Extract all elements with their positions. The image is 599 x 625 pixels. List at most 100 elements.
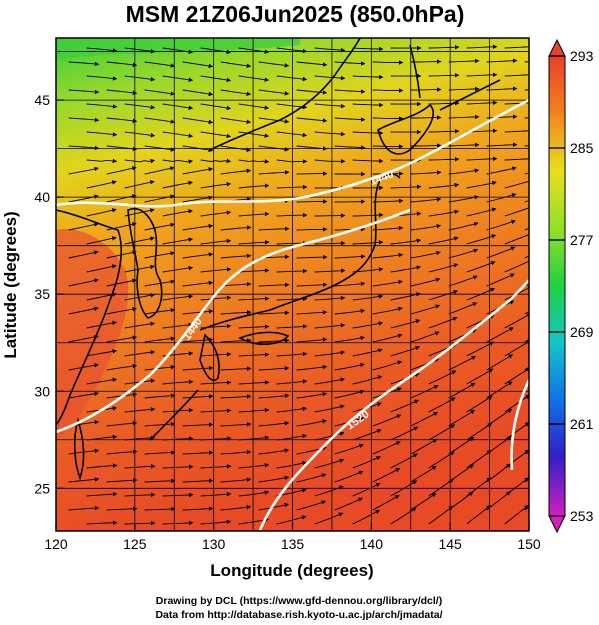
streamline	[390, 507, 417, 525]
streamline	[390, 319, 421, 329]
streamline	[276, 184, 308, 190]
streamline	[334, 389, 365, 399]
streamline	[448, 221, 479, 231]
streamline	[68, 166, 99, 175]
streamline	[68, 222, 99, 231]
streamline	[200, 408, 232, 413]
streamline	[334, 308, 366, 315]
streamline	[314, 268, 346, 273]
streamline	[410, 197, 442, 203]
streamline	[334, 335, 366, 343]
streamline	[86, 320, 117, 329]
streamline	[314, 131, 346, 137]
streamline	[428, 424, 456, 441]
coast-taiwan	[73, 417, 85, 481]
streamline	[352, 429, 382, 441]
streamline	[296, 364, 328, 371]
streamline	[144, 364, 176, 371]
streamline	[86, 434, 118, 441]
streamline	[200, 295, 232, 301]
streamline	[428, 45, 460, 50]
streamline	[200, 210, 232, 217]
colorbar-tick-label: 277	[570, 232, 594, 248]
streamline	[448, 437, 475, 455]
streamline	[314, 377, 346, 385]
streamline	[220, 477, 252, 483]
streamline	[276, 351, 308, 357]
streamline	[276, 47, 308, 54]
streamline	[466, 234, 497, 245]
streamline	[372, 116, 404, 121]
streamline	[390, 292, 421, 301]
coastlines	[56, 38, 501, 481]
y-axis-label: Latitude (degrees)	[1, 211, 20, 358]
streamline	[200, 103, 232, 111]
streamline	[466, 100, 498, 105]
colorbar-bar	[548, 55, 566, 517]
streamline	[372, 144, 404, 149]
streamline	[486, 58, 518, 63]
streamline	[162, 209, 193, 217]
streamline	[296, 391, 328, 399]
streamline	[428, 397, 456, 413]
streamline	[124, 131, 156, 138]
streamline	[504, 232, 529, 245]
streamline	[144, 478, 176, 484]
streamline	[276, 131, 308, 138]
streamline	[428, 73, 460, 78]
streamline	[124, 464, 156, 469]
streamline	[314, 75, 346, 81]
streamline	[334, 281, 366, 287]
streamline	[296, 419, 327, 427]
streamline	[200, 491, 232, 497]
streamline	[144, 89, 176, 96]
streamline	[162, 436, 194, 441]
streamline	[486, 166, 517, 175]
streamline	[200, 158, 232, 164]
streamline	[106, 222, 137, 231]
coast-kurils	[439, 79, 501, 111]
streamline	[162, 379, 194, 385]
y-tick-label: 40	[34, 189, 50, 205]
streamline	[144, 251, 175, 259]
streamline	[448, 168, 480, 175]
streamline	[276, 212, 308, 218]
streamline	[352, 240, 384, 245]
streamline	[144, 222, 175, 231]
streamline	[182, 365, 214, 371]
streamline	[504, 158, 529, 161]
x-tick-label: 135	[281, 536, 305, 552]
streamline	[124, 264, 155, 273]
streamline	[144, 145, 176, 152]
x-axis: 120 125 130 135 140 145 150	[44, 523, 541, 552]
streamline	[220, 281, 252, 287]
streamline	[428, 505, 454, 525]
streamline	[276, 159, 308, 164]
streamline	[352, 294, 384, 301]
streamline	[182, 280, 214, 287]
coast-china	[56, 209, 123, 426]
streamline	[466, 368, 494, 385]
streamline	[410, 385, 439, 399]
streamline	[220, 225, 252, 231]
streamline	[220, 394, 252, 399]
streamline	[200, 47, 232, 55]
streamline	[106, 117, 138, 124]
streamline	[86, 75, 118, 81]
streamline	[124, 435, 156, 441]
streamline	[238, 240, 270, 245]
coast-shikoku	[238, 331, 290, 345]
streamline	[314, 485, 344, 497]
streamline	[448, 114, 480, 120]
streamline	[352, 321, 384, 329]
streamline	[448, 58, 480, 64]
streamline	[296, 310, 328, 315]
streamline	[182, 252, 214, 259]
streamline	[466, 72, 498, 77]
x-tick-label: 150	[517, 536, 541, 552]
streamline	[352, 158, 384, 164]
y-tick-label: 30	[34, 383, 50, 399]
streamline	[220, 253, 252, 259]
streamline	[162, 322, 194, 329]
streamline	[144, 194, 175, 203]
